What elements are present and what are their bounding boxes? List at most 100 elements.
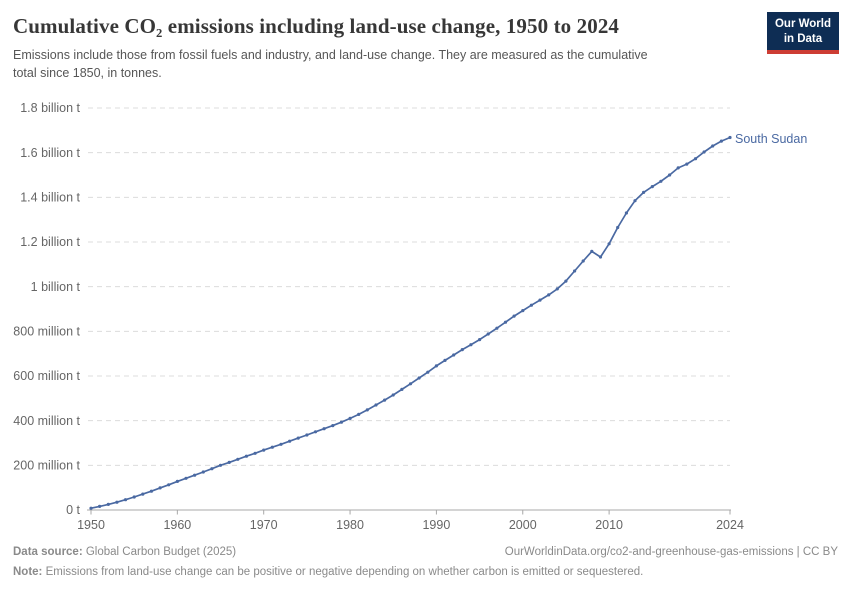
data-point <box>719 139 724 143</box>
series-line-south-sudan[interactable] <box>90 136 731 510</box>
y-tick-label: 1.4 billion t <box>20 191 80 205</box>
data-point <box>296 436 300 440</box>
series-label-south-sudan[interactable]: South Sudan <box>735 132 808 146</box>
data-point <box>339 420 343 424</box>
data-point <box>262 448 266 452</box>
canonical-link[interactable]: OurWorldinData.org/co2-and-greenhouse-ga… <box>504 546 838 558</box>
data-source: Data source: Global Carbon Budget (2025) <box>13 545 236 561</box>
data-point <box>642 190 646 194</box>
x-tick-label: 1950 <box>77 518 105 532</box>
data-source-label: Data source: <box>13 546 83 558</box>
y-tick-label: 1.8 billion t <box>20 101 80 115</box>
data-point <box>538 298 542 302</box>
data-point <box>408 382 413 386</box>
x-tick-label: 2024 <box>716 518 744 532</box>
data-point <box>365 408 369 412</box>
data-point <box>123 498 128 502</box>
data-point <box>469 343 473 347</box>
data-point <box>426 370 430 374</box>
y-tick-label: 1.2 billion t <box>20 235 80 249</box>
data-point <box>512 314 516 318</box>
data-point <box>590 249 594 253</box>
chart-note-label: Note: <box>13 565 43 578</box>
data-point <box>348 416 352 420</box>
y-tick-label: 600 million t <box>13 369 80 383</box>
data-point <box>547 293 551 297</box>
data-point <box>98 504 102 508</box>
data-point <box>598 255 603 259</box>
data-point <box>650 185 654 189</box>
data-source-value: Global Carbon Budget (2025) <box>82 546 237 558</box>
x-tick-label: 1980 <box>336 518 364 532</box>
data-point <box>175 479 179 483</box>
data-point <box>711 144 715 148</box>
data-point <box>503 320 508 324</box>
data-point <box>434 364 438 368</box>
data-point <box>115 500 119 504</box>
chart-footer: Data source: Global Carbon Budget (2025)… <box>13 545 838 580</box>
data-point <box>555 287 559 291</box>
x-tick-label: 1960 <box>163 518 191 532</box>
data-point <box>279 442 283 446</box>
data-point <box>149 489 153 493</box>
data-point <box>693 157 698 161</box>
y-tick-label: 200 million t <box>13 459 80 473</box>
data-point <box>633 199 637 203</box>
y-tick-label: 0 t <box>66 503 80 517</box>
data-point <box>702 150 706 154</box>
chart-note: Note: Emissions from land-use change can… <box>13 565 838 581</box>
data-point <box>322 427 326 431</box>
data-point <box>659 179 663 183</box>
data-point <box>400 387 404 391</box>
data-point <box>167 483 171 487</box>
data-point <box>201 470 205 474</box>
data-point <box>564 279 568 283</box>
data-point <box>374 403 378 407</box>
data-point <box>357 412 361 416</box>
data-point <box>529 303 534 307</box>
data-point <box>495 326 499 330</box>
data-point <box>210 467 214 471</box>
y-tick-label: 1.6 billion t <box>20 146 80 160</box>
chart-note-value: Emissions from land-use change can be po… <box>42 565 644 578</box>
data-point <box>452 353 456 357</box>
owid-logo-line1: Our World <box>774 18 831 30</box>
data-point <box>478 338 482 342</box>
data-point <box>486 332 490 336</box>
data-point <box>685 162 689 166</box>
data-point <box>676 166 680 170</box>
data-point <box>244 454 248 458</box>
data-point <box>331 424 335 428</box>
data-point <box>141 492 145 496</box>
x-tick-label: 2000 <box>509 518 537 532</box>
data-point <box>391 393 395 397</box>
x-tick-label: 1990 <box>422 518 450 532</box>
data-point <box>443 358 447 362</box>
data-point <box>132 495 136 499</box>
chart-title: Cumulative CO₂ emissions including land-… <box>13 14 620 38</box>
y-tick-label: 1 billion t <box>31 280 81 294</box>
owid-logo[interactable]: Our World in Data <box>766 12 839 55</box>
data-point <box>607 242 611 246</box>
data-point <box>253 451 257 455</box>
data-point <box>89 506 93 510</box>
data-point <box>728 135 732 140</box>
x-tick-label: 1970 <box>250 518 278 532</box>
data-point <box>218 463 223 467</box>
data-point <box>581 259 585 263</box>
y-tick-label: 400 million t <box>13 414 80 428</box>
data-point <box>270 445 274 449</box>
data-point <box>158 486 162 490</box>
y-tick-label: 800 million t <box>13 325 80 339</box>
data-point <box>288 439 292 443</box>
data-point <box>573 269 577 273</box>
data-point <box>193 473 197 477</box>
data-point <box>668 173 672 177</box>
data-point <box>460 348 464 352</box>
data-point <box>236 457 240 461</box>
data-point <box>624 211 629 215</box>
data-point <box>616 225 620 230</box>
data-point <box>106 502 110 506</box>
